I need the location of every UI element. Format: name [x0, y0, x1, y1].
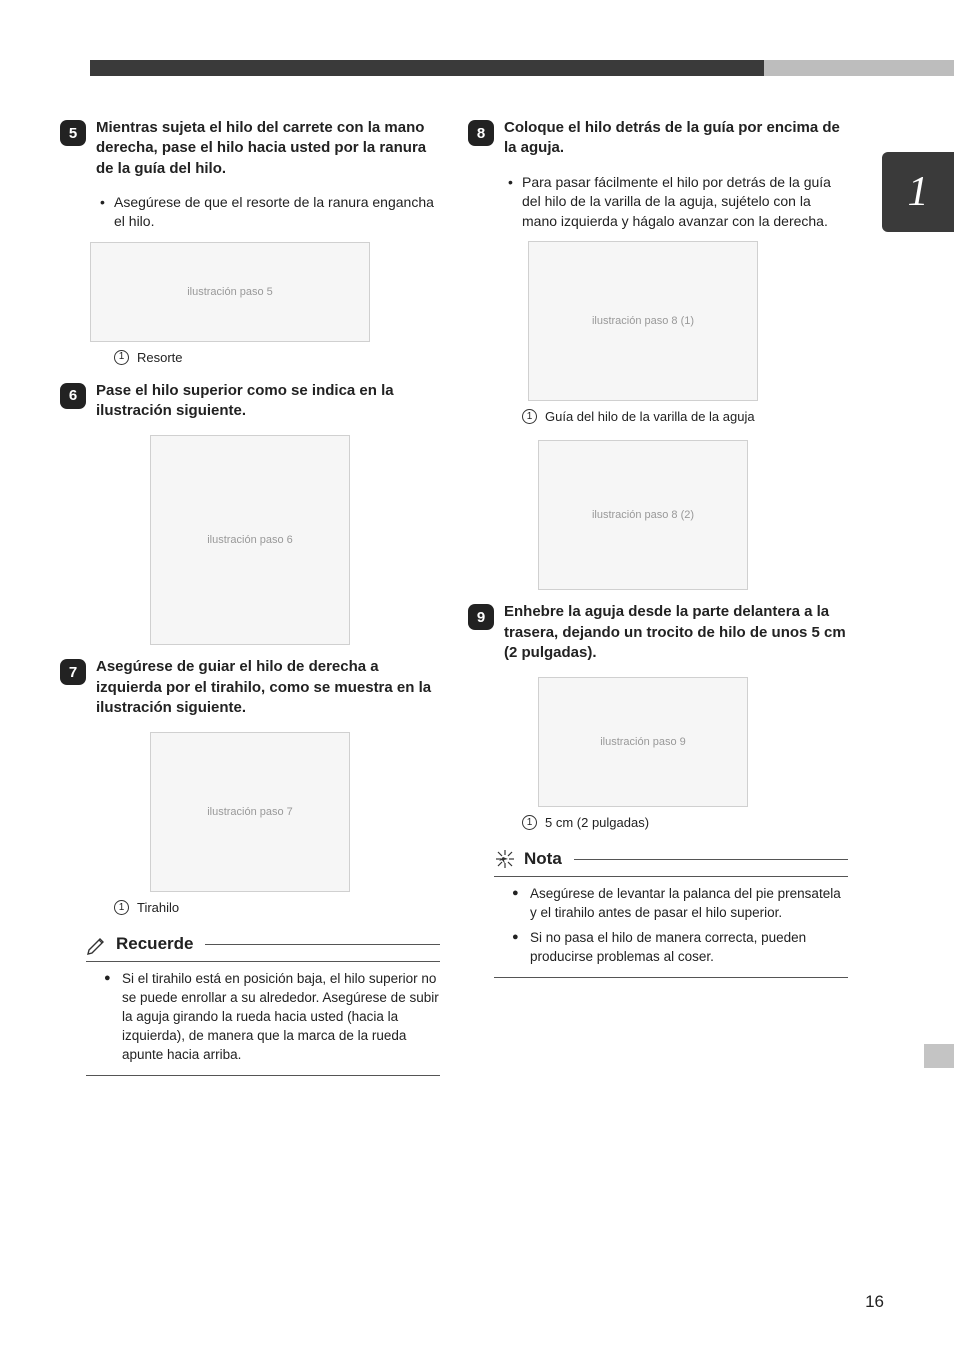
step-9: Enhebre la aguja desde la parte delanter… — [468, 602, 848, 663]
step-8-bullet: Para pasar fácilmente el hilo por detrás… — [508, 173, 848, 232]
step-7: Asegúrese de guiar el hilo de derecha a … — [60, 657, 440, 718]
step-6-text: Pase el hilo superior como se indica en … — [96, 381, 440, 422]
nota-box: Nota Asegúrese de levantar la palanca de… — [494, 848, 848, 988]
nota-item: Si no pasa el hilo de manera correcta, p… — [512, 929, 848, 967]
side-stub — [924, 1044, 954, 1068]
figure-step-9: ilustración paso 9 — [538, 677, 848, 807]
step-5-bullet: Asegúrese de que el resorte de la ranura… — [100, 193, 440, 232]
figure-placeholder: ilustración paso 9 — [538, 677, 748, 807]
legend-label: Guía del hilo de la varilla de la aguja — [545, 409, 755, 424]
figure-step-7: ilustración paso 7 — [150, 732, 440, 892]
legend-row: 1 Tirahilo — [114, 900, 440, 915]
legend-step-9: 1 5 cm (2 pulgadas) — [522, 815, 848, 830]
legend-marker-1-icon: 1 — [114, 900, 129, 915]
remember-header: Recuerde — [86, 933, 440, 955]
step-9-text: Enhebre la aguja desde la parte delanter… — [504, 602, 848, 663]
legend-marker-1-icon: 1 — [522, 815, 537, 830]
rule — [86, 1075, 440, 1076]
figure-placeholder: ilustración paso 7 — [150, 732, 350, 892]
step-badge-5 — [60, 120, 86, 146]
step-8: Coloque el hilo detrás de la guía por en… — [468, 118, 848, 159]
legend-row: 1 5 cm (2 pulgadas) — [522, 815, 848, 830]
figure-step-5: ilustración paso 5 — [90, 242, 440, 342]
legend-step-8: 1 Guía del hilo de la varilla de la aguj… — [522, 409, 848, 424]
legend-label: Resorte — [137, 350, 183, 365]
legend-label: 5 cm (2 pulgadas) — [545, 815, 649, 830]
rule — [205, 944, 440, 945]
remember-title: Recuerde — [116, 934, 193, 954]
right-column: Coloque el hilo detrás de la guía por en… — [468, 118, 848, 1086]
step-badge-7 — [60, 659, 86, 685]
remember-list: Si el tirahilo está en posición baja, el… — [104, 970, 440, 1064]
header-bar — [90, 60, 954, 76]
chapter-tab: 1 — [882, 152, 954, 232]
step-badge-6 — [60, 383, 86, 409]
step-badge-9 — [468, 604, 494, 630]
remember-item: Si el tirahilo está en posición baja, el… — [104, 970, 440, 1064]
figure-placeholder: ilustración paso 6 — [150, 435, 350, 645]
manual-page: 1 Mientras sujeta el hilo del carrete co… — [0, 0, 954, 1352]
step-5-text: Mientras sujeta el hilo del carrete con … — [96, 118, 440, 179]
nota-title: Nota — [524, 849, 562, 869]
nota-header: Nota — [494, 848, 848, 870]
step-5: Mientras sujeta el hilo del carrete con … — [60, 118, 440, 179]
left-column: Mientras sujeta el hilo del carrete con … — [60, 118, 440, 1086]
figure-step-8b: ilustración paso 8 (2) — [538, 440, 848, 590]
nota-item: Asegúrese de levantar la palanca del pie… — [512, 885, 848, 923]
step-7-text: Asegúrese de guiar el hilo de derecha a … — [96, 657, 440, 718]
legend-row: 1 Resorte — [114, 350, 440, 365]
legend-step-7: 1 Tirahilo — [114, 900, 440, 915]
step-8-text: Coloque el hilo detrás de la guía por en… — [504, 118, 848, 159]
rule — [574, 859, 848, 860]
legend-step-5: 1 Resorte — [114, 350, 440, 365]
page-number: 16 — [865, 1292, 884, 1312]
remember-box: Recuerde Si el tirahilo está en posición… — [86, 933, 440, 1085]
legend-marker-1-icon: 1 — [114, 350, 129, 365]
legend-label: Tirahilo — [137, 900, 179, 915]
rule — [494, 876, 848, 877]
nota-list: Asegúrese de levantar la palanca del pie… — [512, 885, 848, 967]
pencil-icon — [86, 933, 108, 955]
step-badge-8 — [468, 120, 494, 146]
rule — [494, 977, 848, 978]
legend-marker-1-icon: 1 — [522, 409, 537, 424]
content-columns: Mientras sujeta el hilo del carrete con … — [60, 118, 894, 1086]
burst-icon — [494, 848, 516, 870]
figure-step-8a: ilustración paso 8 (1) — [528, 241, 848, 401]
rule — [86, 961, 440, 962]
figure-placeholder: ilustración paso 8 (1) — [528, 241, 758, 401]
figure-placeholder: ilustración paso 5 — [90, 242, 370, 342]
figure-step-6: ilustración paso 6 — [150, 435, 440, 645]
step-6: Pase el hilo superior como se indica en … — [60, 381, 440, 422]
legend-row: 1 Guía del hilo de la varilla de la aguj… — [522, 409, 848, 424]
figure-placeholder: ilustración paso 8 (2) — [538, 440, 748, 590]
